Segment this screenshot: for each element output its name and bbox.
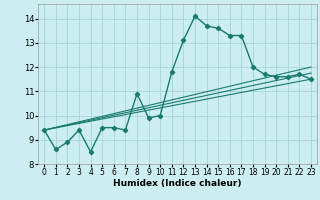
X-axis label: Humidex (Indice chaleur): Humidex (Indice chaleur) <box>113 179 242 188</box>
